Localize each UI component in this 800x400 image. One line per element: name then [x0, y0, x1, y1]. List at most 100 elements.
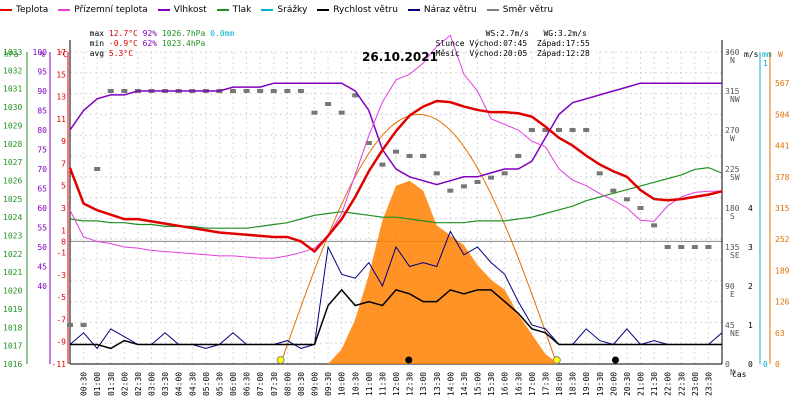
wind-dir-marker — [447, 188, 454, 193]
hum-tick: 60 — [37, 204, 47, 213]
wind-dir-marker — [107, 89, 114, 93]
wind-dir-marker — [393, 149, 399, 154]
stat-max-rain: 0.0mm — [210, 29, 235, 38]
time-axis-label: čas — [732, 370, 747, 379]
press-tick: 1026 — [3, 176, 22, 185]
stat-max-temp: 12.7°C — [108, 29, 138, 38]
time-tick: 03:00 — [148, 372, 157, 396]
time-tick: 21:30 — [650, 372, 659, 396]
wind-dir-marker — [528, 128, 535, 132]
temp-tick: 9 — [61, 137, 66, 146]
time-tick: 02:00 — [120, 372, 129, 396]
wind-dir-marker — [678, 245, 685, 249]
press-tick: 1033 — [3, 48, 22, 57]
stat-sun-rise: Východ:07:45 — [469, 39, 528, 48]
hum-unit: % — [40, 50, 45, 59]
rain-tick: 0 — [763, 360, 768, 369]
wind-dir-marker — [230, 89, 236, 93]
time-tick: 18:00 — [555, 372, 564, 396]
dir-letter: E — [730, 290, 735, 299]
wind-dir-marker — [610, 188, 617, 193]
temp-tick: 11 — [56, 115, 66, 124]
press-tick: 1022 — [3, 250, 22, 259]
stat-sun-set: Západ:17:55 — [536, 39, 590, 48]
wind-dir-marker — [515, 154, 522, 158]
stats-block: max 12.7°C 92% 1026.7hPa 0.0mm — [80, 19, 235, 39]
wind-tick: 2 — [748, 282, 753, 291]
temp-tick: -7 — [56, 315, 66, 324]
legend-swatch — [216, 9, 229, 11]
legend-item: Rychlost větru — [317, 2, 398, 18]
time-tick: 08:30 — [297, 372, 306, 396]
time-tick: 23:00 — [691, 372, 700, 396]
hum-tick: 95 — [37, 68, 47, 77]
stat-moon-label: Měsíc — [435, 49, 460, 58]
ground-temp-line — [69, 34, 722, 259]
stat-min-temp: -0.9°C — [108, 39, 138, 48]
stats-min-row: min -0.9°C 62% 1023.4hPa — [80, 29, 206, 49]
dir-tick: 90 — [725, 282, 735, 291]
time-tick: 19:30 — [596, 372, 605, 396]
time-tick: 01:30 — [107, 372, 116, 396]
legend-label: Směr větru — [502, 5, 554, 15]
time-tick: 09:30 — [324, 372, 333, 396]
stat-wg: WG:3.2m/s — [543, 29, 587, 38]
hum-tick: 65 — [37, 185, 47, 194]
dir-tick: 270 — [725, 126, 740, 135]
time-tick: 06:00 — [229, 372, 238, 396]
wind-dir-marker — [623, 197, 630, 202]
dir-tick: 180 — [725, 204, 740, 213]
sol-tick: 378 — [775, 173, 790, 182]
sun-curve — [280, 113, 556, 365]
temp-tick: 17 — [56, 48, 66, 57]
wind-dir-marker — [691, 245, 698, 249]
time-tick: 17:30 — [541, 372, 550, 396]
press-tick: 1030 — [3, 103, 22, 112]
press-tick: 1027 — [3, 158, 22, 167]
wind-dir-marker — [270, 89, 277, 93]
legend-item: Náraz větru — [407, 2, 477, 18]
legend-swatch — [0, 9, 12, 11]
time-tick: 06:30 — [243, 372, 252, 396]
wind-dir-marker — [257, 89, 264, 93]
wind-dir-marker — [67, 323, 73, 327]
wind-dir-marker — [705, 245, 712, 249]
sol-tick: 252 — [775, 235, 790, 244]
press-tick: 1021 — [3, 268, 22, 277]
time-tick: 16:30 — [514, 372, 523, 396]
wind-dir-marker — [406, 154, 413, 158]
moonset-marker — [405, 356, 413, 364]
legend-swatch — [407, 9, 420, 11]
press-tick: 1025 — [3, 195, 22, 204]
wind-dir-marker — [284, 89, 291, 93]
sol-tick: 504 — [775, 110, 790, 119]
dir-unit: ° — [725, 50, 730, 59]
press-tick: 1017 — [3, 342, 22, 351]
legend-item: Srážky — [261, 2, 307, 18]
time-tick: 01:00 — [93, 372, 102, 396]
legend-label: Rychlost větru — [333, 5, 398, 15]
sunset-marker — [552, 356, 561, 364]
sol-tick: 441 — [775, 142, 790, 151]
humidity-line — [69, 82, 722, 186]
temp-tick: -11 — [52, 360, 67, 369]
hum-tick: 50 — [37, 243, 47, 252]
time-tick: 10:00 — [338, 372, 347, 396]
legend-label: Tlak — [232, 5, 252, 15]
time-tick: 13:30 — [433, 372, 442, 396]
wind-tick: 3 — [748, 243, 753, 252]
time-tick: 02:30 — [134, 372, 143, 396]
rain-tick: 1 — [763, 59, 768, 68]
dir-letter: N — [730, 56, 735, 65]
legend-swatch — [486, 9, 499, 11]
press-unit: hPa — [4, 50, 19, 59]
time-tick: 15:00 — [474, 372, 483, 396]
time-tick: 16:00 — [501, 372, 510, 396]
temp-tick: 15 — [56, 70, 66, 79]
temp-tick: 3 — [61, 204, 66, 213]
time-tick: 05:30 — [215, 372, 224, 396]
temp-tick: 5 — [61, 182, 66, 191]
legend-label: Vlhkost — [173, 5, 207, 15]
stat-avg-label: avg — [89, 49, 105, 58]
wind-dir-marker — [474, 180, 481, 184]
